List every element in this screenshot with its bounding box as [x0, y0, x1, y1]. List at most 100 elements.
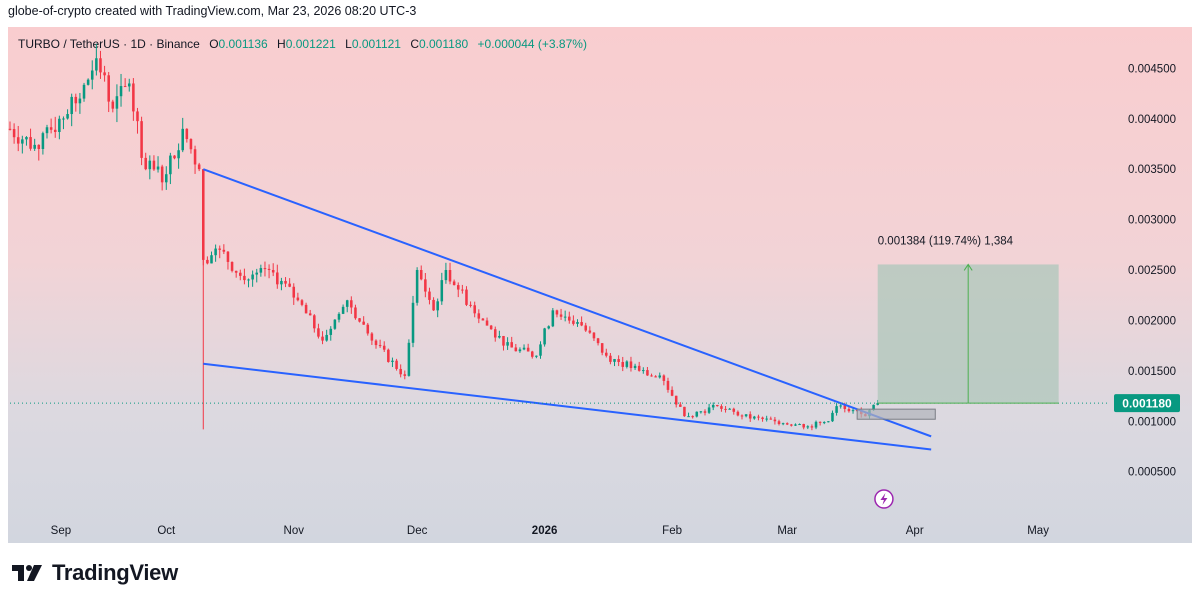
- candle-body: [123, 86, 127, 88]
- candle-body: [218, 248, 222, 250]
- candle-body: [613, 359, 616, 362]
- candle-body: [526, 347, 530, 352]
- x-tick-label: Nov: [284, 525, 305, 537]
- candle-body: [452, 281, 456, 286]
- candle-body: [691, 416, 694, 418]
- candle-body: [70, 96, 73, 115]
- candle-body: [654, 376, 657, 378]
- candle-body: [148, 160, 152, 170]
- candle-body: [197, 164, 201, 170]
- candle-body: [280, 280, 283, 285]
- candle-body: [687, 416, 690, 418]
- candle-body: [711, 404, 715, 408]
- candle-body: [535, 355, 538, 357]
- candle-body: [160, 166, 164, 183]
- candle-body: [650, 375, 653, 377]
- candle-body: [605, 352, 608, 356]
- candles: [8, 43, 879, 431]
- candle-body: [662, 375, 666, 381]
- candle-body: [568, 316, 571, 321]
- candle-body: [304, 304, 308, 314]
- candle-body: [350, 300, 353, 308]
- tradingview-logo[interactable]: TradingView: [12, 560, 178, 586]
- candle-body: [82, 84, 86, 99]
- candle-body: [341, 306, 345, 314]
- candle-body: [428, 291, 431, 300]
- candle-body: [53, 129, 57, 133]
- candle-body: [230, 261, 234, 271]
- candle-body: [222, 249, 226, 252]
- candle-body: [382, 345, 386, 350]
- candle-body: [362, 321, 365, 325]
- candle-body: [670, 389, 674, 396]
- candle-body: [214, 248, 217, 256]
- candle-body: [843, 405, 847, 410]
- candle-body: [477, 313, 481, 319]
- candle-body: [37, 144, 41, 149]
- y-tick-label: 0.004500: [1128, 63, 1176, 75]
- candle-body: [296, 297, 300, 301]
- trendline-lower: [203, 362, 932, 451]
- candle-body: [407, 342, 411, 376]
- tradingview-wordmark: TradingView: [52, 560, 178, 585]
- candle-body: [317, 328, 320, 337]
- candle-body: [41, 133, 45, 149]
- candle-body: [239, 272, 242, 276]
- candle-body: [798, 424, 801, 426]
- candle-body: [86, 79, 90, 85]
- y-tick-label: 0.004000: [1128, 114, 1176, 126]
- x-tick-label: Apr: [906, 525, 924, 537]
- candle-body: [876, 403, 879, 405]
- low-value: 0.001121: [351, 37, 401, 51]
- candle-body: [49, 127, 53, 130]
- candle-body: [58, 118, 61, 133]
- candle-body: [580, 322, 583, 326]
- candle-body: [436, 301, 439, 311]
- candle-body: [444, 270, 448, 281]
- candle-body: [119, 86, 123, 97]
- candle-body: [518, 349, 522, 352]
- candle-body: [588, 330, 592, 333]
- last-price-badge: [1114, 394, 1180, 413]
- last-price-label: 0.001180: [1122, 397, 1172, 411]
- candle-body: [173, 155, 176, 159]
- candle-body: [333, 319, 337, 329]
- candle-body: [835, 406, 838, 413]
- candle-body: [127, 83, 131, 87]
- candle-body: [609, 355, 612, 362]
- candle-body: [559, 314, 563, 317]
- candle-body: [596, 338, 600, 344]
- candle-body: [370, 333, 374, 341]
- x-tick-label: 2026: [532, 525, 558, 537]
- candle-body: [707, 407, 711, 413]
- zone-box: [856, 408, 936, 420]
- candle-body: [263, 268, 267, 270]
- candle-body: [90, 70, 94, 80]
- candle-body: [765, 418, 768, 420]
- candle-body: [140, 121, 143, 158]
- y-tick-label: 0.002500: [1128, 265, 1176, 277]
- candle-body: [551, 310, 555, 327]
- candle-body: [683, 406, 686, 417]
- candle-body: [510, 342, 513, 348]
- candle-body: [210, 255, 213, 264]
- candle-body: [21, 139, 24, 144]
- candle-body: [132, 83, 135, 112]
- symbol-name[interactable]: TURBO / TetherUS · 1D · Binance: [18, 37, 200, 51]
- candle-body: [313, 315, 316, 329]
- high-value: 0.001221: [285, 37, 336, 51]
- candle-body: [872, 404, 875, 411]
- candle-body: [600, 343, 604, 353]
- open-label: O: [209, 37, 219, 51]
- candle-body: [740, 415, 744, 417]
- candle-body: [584, 325, 588, 331]
- candle-body: [493, 329, 497, 338]
- candle-body: [522, 347, 526, 350]
- candle-body: [206, 259, 209, 264]
- candle-body: [99, 58, 102, 73]
- candle-body: [374, 340, 378, 346]
- candle-body: [814, 421, 818, 428]
- y-tick-label: 0.001000: [1128, 416, 1176, 428]
- candle-body: [748, 414, 752, 419]
